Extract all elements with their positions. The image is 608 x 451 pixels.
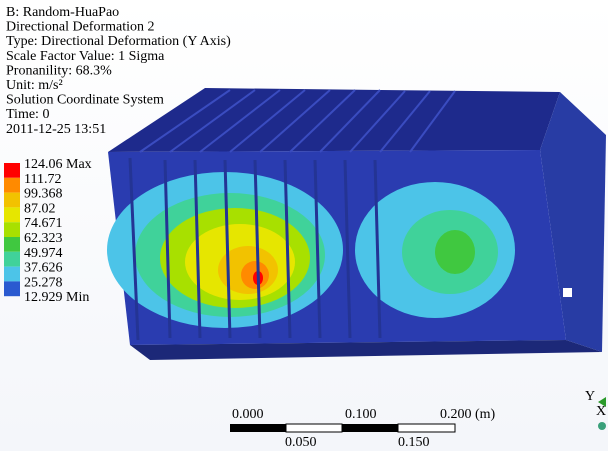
scale-segment: [286, 424, 342, 432]
scale-label: 0.000: [232, 407, 264, 422]
header-line: Pronanility: 68.3%: [6, 63, 112, 78]
header-line: 2011-12-25 13:51: [6, 122, 106, 137]
scale-label: 0.100: [345, 407, 377, 422]
legend-band: [4, 281, 20, 296]
header-line: Scale Factor Value: 1 Sigma: [6, 49, 165, 64]
legend-band: [4, 207, 20, 222]
triad-y: Y: [585, 389, 595, 404]
legend-label: 62.323: [24, 231, 63, 246]
legend-label: 49.974: [24, 246, 63, 261]
legend-band: [4, 163, 20, 178]
legend-label: 74.671: [24, 216, 63, 231]
scale-label: 0.200 (m): [440, 407, 496, 422]
model: [107, 88, 606, 360]
legend-label: 12.929 Min: [24, 290, 89, 305]
scale-label: 0.050: [285, 435, 317, 450]
legend-label: 25.278: [24, 275, 63, 290]
legend-label: 124.06 Max: [24, 157, 92, 172]
header-line: Time: 0: [6, 107, 49, 122]
legend-band: [4, 193, 20, 208]
legend-band: [4, 267, 20, 282]
header-line: Solution Coordinate System: [6, 93, 164, 108]
header-line: Type: Directional Deformation (Y Axis): [6, 34, 231, 49]
legend-label: 87.02: [24, 201, 56, 216]
header-line: B: Random-HuaPao: [6, 5, 119, 20]
header-line: Directional Deformation 2: [6, 20, 155, 35]
scale-segment: [398, 424, 455, 432]
legend-band: [4, 178, 20, 193]
scale-segment: [342, 424, 398, 432]
scale-segment: [230, 424, 286, 432]
page: Y X B: Random-HuaPaoDirectional Deformat…: [0, 0, 608, 451]
triad-x: X: [596, 404, 606, 419]
legend-label: 37.626: [24, 261, 63, 276]
legend-band: [4, 237, 20, 252]
viewport: Y X B: Random-HuaPaoDirectional Deformat…: [0, 0, 608, 451]
header-line: Unit: m/s²: [6, 78, 63, 93]
legend-label: 111.72: [24, 172, 61, 187]
legend-band: [4, 222, 20, 237]
legend-band: [4, 252, 20, 267]
scale-label: 0.150: [398, 435, 430, 450]
legend-label: 99.368: [24, 187, 63, 202]
